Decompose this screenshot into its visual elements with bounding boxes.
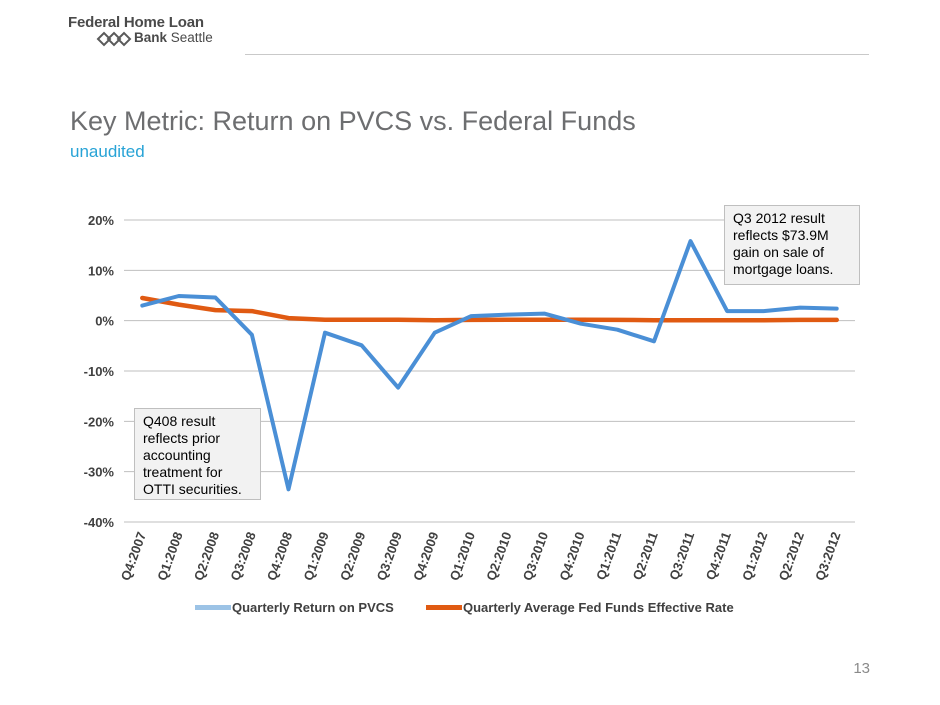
logo-mark-icon (96, 31, 132, 47)
data-point (324, 332, 326, 334)
logo-text-line1: Federal Home Loan (68, 14, 204, 31)
x-tick-label: Q3:2010 (520, 530, 551, 583)
data-point (799, 307, 801, 309)
x-tick-label: Q2:2010 (483, 530, 514, 583)
page-number: 13 (853, 660, 870, 677)
page-title: Key Metric: Return on PVCS vs. Federal F… (70, 106, 636, 136)
y-tick-label: 20% (88, 213, 114, 228)
y-tick-label: 10% (88, 263, 114, 278)
data-point (361, 319, 363, 321)
data-point (178, 304, 180, 306)
legend-swatch-pvcs (195, 605, 231, 610)
chart-series (140, 239, 839, 492)
x-tick-label: Q2:2009 (337, 530, 368, 583)
x-tick-label: Q4:2008 (264, 530, 295, 583)
x-tick-label: Q4:2010 (556, 530, 587, 583)
data-point (361, 344, 363, 346)
data-point (470, 319, 472, 321)
annotation-q408: Q408 result reflects prior accounting tr… (134, 408, 261, 500)
x-tick-label: Q3:2011 (666, 530, 697, 582)
data-point (616, 319, 618, 321)
data-point (543, 313, 545, 315)
series-line-pvcs (140, 239, 839, 492)
data-point (324, 319, 326, 321)
data-point (251, 334, 253, 336)
header-divider (245, 54, 869, 55)
data-point (507, 319, 509, 321)
legend-label-pvcs: Quarterly Return on PVCS (232, 600, 394, 615)
data-point (251, 310, 253, 312)
annotation-q3-2012: Q3 2012 result reflects $73.9M gain on s… (724, 205, 860, 285)
x-tick-label: Q1:2009 (300, 530, 331, 583)
x-tick-label: Q4:2011 (703, 530, 734, 582)
x-tick-label: Q3:2008 (227, 530, 258, 583)
x-tick-label: Q2:2008 (191, 530, 222, 583)
data-point (763, 319, 765, 321)
x-tick-label: Q1:2012 (739, 530, 770, 583)
data-point (434, 332, 436, 334)
data-point (141, 297, 143, 299)
data-point (543, 319, 545, 321)
data-point (178, 295, 180, 297)
y-tick-label: -10% (84, 364, 115, 379)
page-subtitle: unaudited (70, 142, 145, 161)
legend-label-fed-funds: Quarterly Average Fed Funds Effective Ra… (463, 600, 734, 615)
data-point (580, 323, 582, 325)
logo-text-seattle: Seattle (167, 30, 213, 45)
y-tick-label: -20% (84, 414, 115, 429)
data-point (690, 319, 692, 321)
data-point (763, 310, 765, 312)
legend-swatch-fed-funds (426, 605, 462, 610)
y-tick-label: 0% (95, 314, 114, 329)
x-tick-label: Q2:2012 (776, 530, 807, 583)
data-point (836, 319, 838, 321)
x-tick-label: Q4:2007 (118, 530, 149, 583)
series-line-fed-funds (140, 295, 839, 323)
x-tick-label: Q1:2010 (447, 530, 478, 583)
y-axis-tick-labels: 20% 10% 0% -10% -20% -30% -40% (84, 213, 115, 530)
x-tick-label: Q4:2009 (410, 530, 441, 583)
data-point (580, 319, 582, 321)
data-point (653, 319, 655, 321)
data-point (653, 340, 655, 342)
x-tick-label: Q2:2011 (630, 530, 661, 582)
data-point (616, 329, 618, 331)
data-point (470, 315, 472, 317)
data-point (287, 317, 289, 319)
x-tick-label: Q3:2009 (374, 530, 405, 583)
logo-text-line2: Bank Seattle (134, 30, 213, 45)
data-point (836, 308, 838, 310)
data-point (434, 319, 436, 321)
data-point (690, 240, 692, 242)
data-point (507, 314, 509, 316)
x-tick-label: Q1:2011 (593, 530, 624, 582)
y-tick-label: -40% (84, 515, 115, 530)
data-point (287, 488, 289, 490)
fhlb-seattle-logo: Federal Home Loan Bank Seattle (68, 14, 228, 54)
data-point (214, 309, 216, 311)
y-tick-label: -30% (84, 465, 115, 480)
data-point (726, 310, 728, 312)
x-tick-label: Q3:2012 (812, 530, 843, 583)
data-point (397, 387, 399, 389)
logo-text-bank: Bank (134, 30, 168, 45)
data-point (214, 297, 216, 299)
data-point (397, 319, 399, 321)
data-point (799, 319, 801, 321)
line-chart: 20%10%0%-10%-20%-30%-40% Q4:2007 Q1:2008 Q… (84, 213, 855, 583)
x-tick-label: Q1:2008 (154, 530, 185, 583)
data-point (141, 305, 143, 307)
data-point (726, 319, 728, 321)
x-axis-tick-labels: Q4:2007 Q1:2008 Q2:2008 Q3:2008 Q4:2008 Q1:20… (118, 530, 844, 583)
